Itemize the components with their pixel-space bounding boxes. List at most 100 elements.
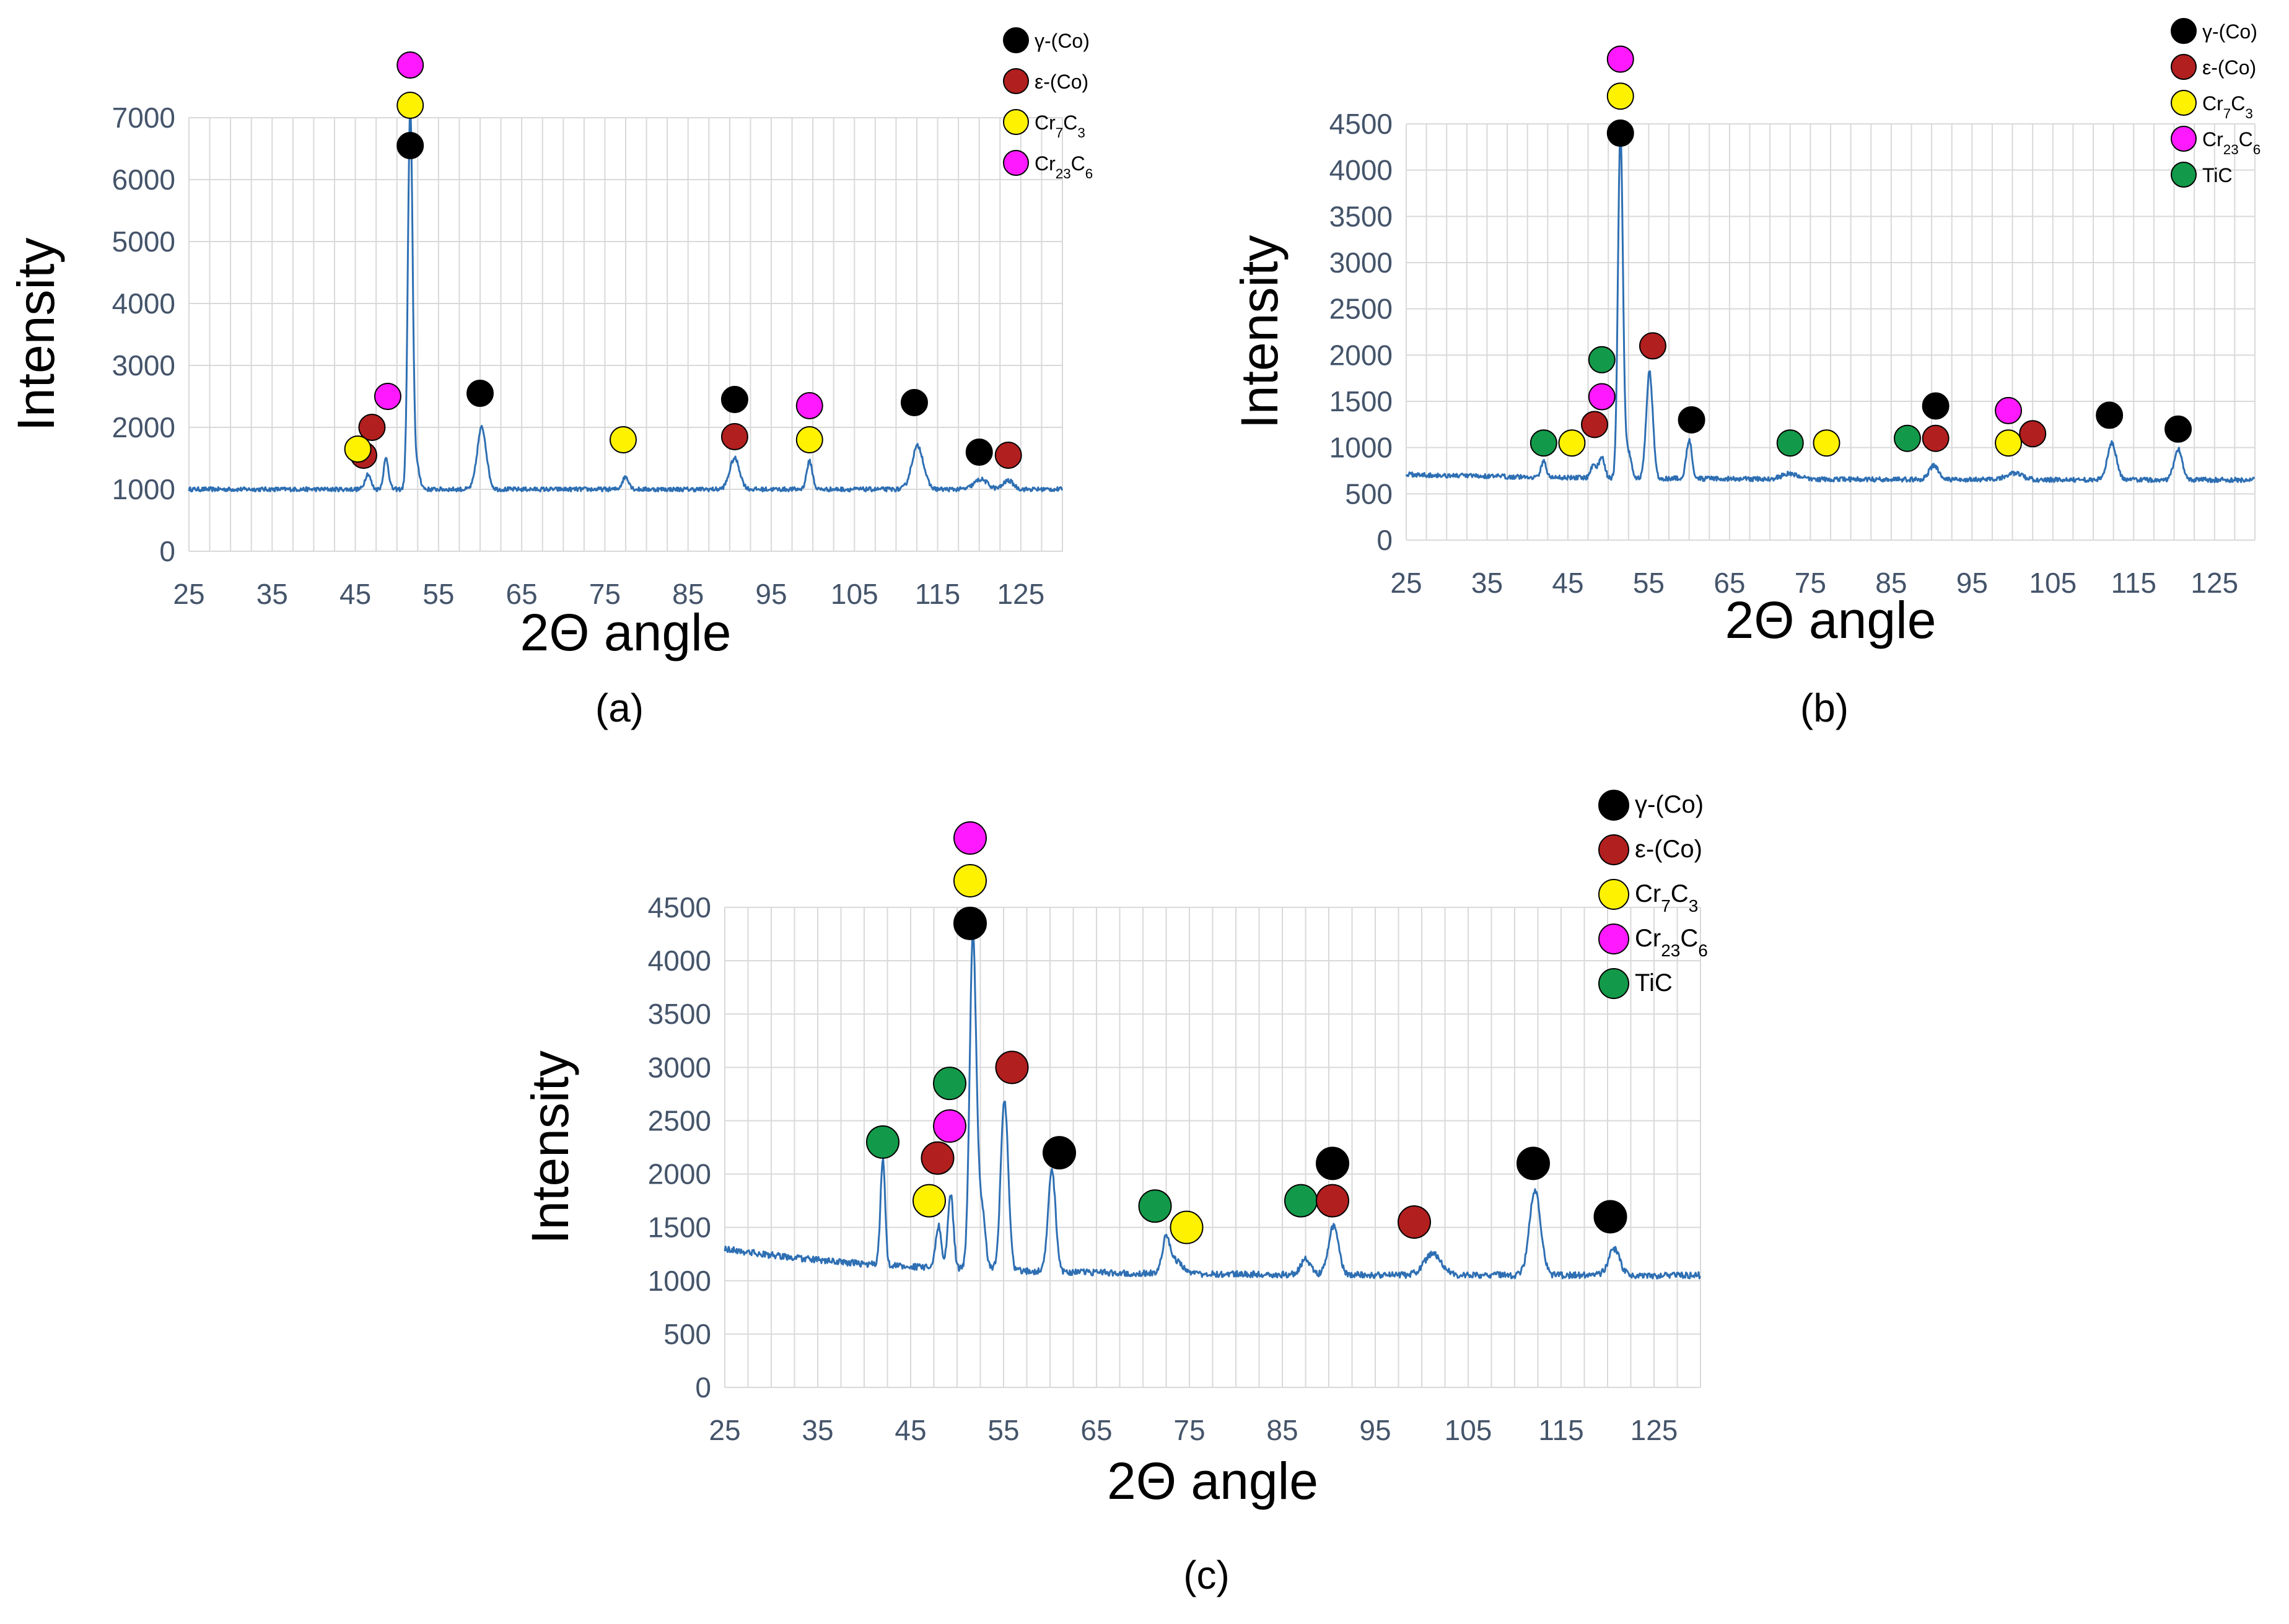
phase-marker-tic — [1588, 346, 1616, 373]
phase-marker-cr7c3 — [913, 1184, 946, 1218]
y-tick-label: 3000 — [112, 349, 175, 382]
x-tick-label: 95 — [755, 578, 787, 610]
phase-marker-gamma_co — [1517, 1146, 1550, 1181]
phase-marker-epsilon_co — [720, 423, 748, 450]
phase-marker-epsilon_co — [921, 1141, 955, 1175]
x-tick-label: 85 — [1875, 567, 1907, 599]
phase-marker-tic — [1893, 424, 1921, 452]
x-tick-label: 25 — [1390, 567, 1422, 599]
legend-swatch-epsilon_co — [1598, 834, 1629, 865]
phase-marker-tic — [866, 1125, 899, 1159]
x-tick-label: 125 — [1630, 1414, 1678, 1446]
legend-swatch-tic — [1598, 968, 1629, 999]
x-tick-label: 75 — [589, 578, 621, 610]
x-tick-label: 105 — [1445, 1414, 1492, 1446]
y-tick-label: 3000 — [1329, 247, 1393, 279]
phase-marker-cr7c3 — [609, 426, 637, 453]
legend-swatch-cr23c6 — [1003, 150, 1029, 176]
phase-marker-epsilon_co — [1316, 1184, 1349, 1218]
phase-marker-gamma_co — [1593, 1200, 1627, 1234]
chart-panel-b: 0 500 1000 1500 2000 2500 3000 3500 4000 4500 25 35… — [1230, 18, 2261, 730]
y-tick-label: 500 — [663, 1318, 711, 1350]
phase-marker-epsilon_co — [358, 414, 386, 441]
x-tick-label: 35 — [1471, 567, 1503, 599]
y-tick-label: 2500 — [1329, 293, 1393, 325]
legend-swatch-cr23c6 — [2171, 126, 2197, 152]
legend-swatch-cr23c6 — [1598, 923, 1629, 954]
y-tick-label: 500 — [1345, 478, 1393, 510]
legend-label-cr23c6: Cr23C6 — [2202, 128, 2261, 157]
x-tick-label: 45 — [339, 578, 371, 610]
phase-marker-gamma_co — [720, 386, 748, 413]
y-tick-label: 4500 — [648, 891, 711, 923]
xrd-trace — [1405, 131, 2256, 483]
x-tick-label: 65 — [506, 578, 538, 610]
legend-label-epsilon_co: ε-(Co) — [2202, 56, 2256, 79]
panel-label: (c) — [1183, 1553, 1230, 1597]
legend-swatch-cr7c3 — [1003, 109, 1029, 135]
legend-swatch-epsilon_co — [2171, 54, 2197, 80]
y-tick-label: 3500 — [648, 998, 711, 1030]
x-tick-label: 45 — [1552, 567, 1583, 599]
chart-panel-c: 0 500 1000 1500 2000 2500 3000 3500 4000 4500 25 35… — [521, 790, 1708, 1597]
phase-marker-gamma_co — [2096, 401, 2124, 429]
chart-panel-a: 0 1000 2000 3000 4000 5000 6000 7000 25 35 45 55 65 7… — [7, 27, 1093, 730]
y-tick-label: 0 — [695, 1371, 711, 1404]
x-tick-label: 85 — [1266, 1414, 1298, 1446]
y-tick-label: 1000 — [1329, 432, 1393, 464]
x-axis-title: 2Θ angle — [1725, 591, 1937, 649]
legend-swatch-cr7c3 — [1598, 879, 1629, 910]
phase-marker-cr23c6 — [1606, 45, 1634, 73]
y-tick-label: 4000 — [1329, 154, 1393, 186]
legend-label-cr7c3: Cr7C3 — [2202, 92, 2253, 121]
x-tick-label: 45 — [895, 1414, 926, 1446]
x-tick-label: 105 — [2029, 567, 2077, 599]
phase-marker-tic — [933, 1067, 966, 1101]
phase-marker-gamma_co — [1043, 1136, 1076, 1170]
y-tick-label: 7000 — [112, 102, 175, 134]
legend-swatch-gamma_co — [2171, 18, 2197, 44]
legend-swatch-epsilon_co — [1003, 68, 1029, 94]
xrd-trace — [188, 108, 1063, 492]
x-tick-label: 115 — [915, 578, 960, 610]
legend-label-gamma_co: γ-(Co) — [2202, 20, 2257, 43]
x-tick-label: 115 — [2111, 567, 2156, 599]
phase-marker-tic — [1776, 429, 1804, 457]
legend-swatch-tic — [2171, 162, 2197, 188]
y-tick-label: 1500 — [1329, 385, 1393, 417]
x-tick-label: 75 — [1173, 1414, 1205, 1446]
phase-marker-gamma_co — [1678, 406, 1705, 434]
x-tick-label: 55 — [987, 1414, 1019, 1446]
x-tick-label: 55 — [1633, 567, 1665, 599]
phase-marker-epsilon_co — [2019, 420, 2047, 448]
x-tick-label: 75 — [1795, 567, 1826, 599]
phase-marker-cr7c3 — [1813, 429, 1840, 457]
phase-marker-gamma_co — [466, 380, 494, 407]
legend-label-cr23c6: Cr23C6 — [1035, 152, 1093, 181]
y-tick-label: 1000 — [648, 1265, 711, 1297]
y-tick-label: 1500 — [648, 1211, 711, 1244]
y-tick-label: 2000 — [648, 1158, 711, 1190]
y-tick-label: 2000 — [112, 411, 175, 443]
phase-marker-epsilon_co — [1639, 332, 1666, 360]
x-tick-label: 35 — [256, 578, 288, 610]
y-tick-label: 0 — [1376, 524, 1393, 556]
phase-marker-cr23c6 — [396, 51, 424, 79]
y-axis-title: Intensity — [521, 1050, 579, 1244]
x-tick-label: 25 — [173, 578, 204, 610]
phase-marker-tic — [1530, 429, 1557, 457]
phase-marker-gamma_co — [965, 439, 993, 466]
phase-marker-cr7c3 — [953, 863, 987, 897]
phase-marker-cr23c6 — [795, 392, 823, 419]
y-tick-label: 3500 — [1329, 200, 1393, 232]
phase-marker-epsilon_co — [1581, 411, 1609, 439]
phase-marker-tic — [1138, 1189, 1172, 1223]
x-tick-label: 65 — [1080, 1414, 1112, 1446]
legend-label-tic: TiC — [1635, 969, 1673, 997]
phase-marker-gamma_co — [953, 906, 987, 940]
panel-label: (b) — [1800, 686, 1849, 730]
legend-swatch-cr7c3 — [2171, 90, 2197, 116]
y-axis-title: Intensity — [7, 238, 65, 432]
x-tick-label: 95 — [1956, 567, 1988, 599]
phase-marker-cr7c3 — [1606, 82, 1634, 110]
